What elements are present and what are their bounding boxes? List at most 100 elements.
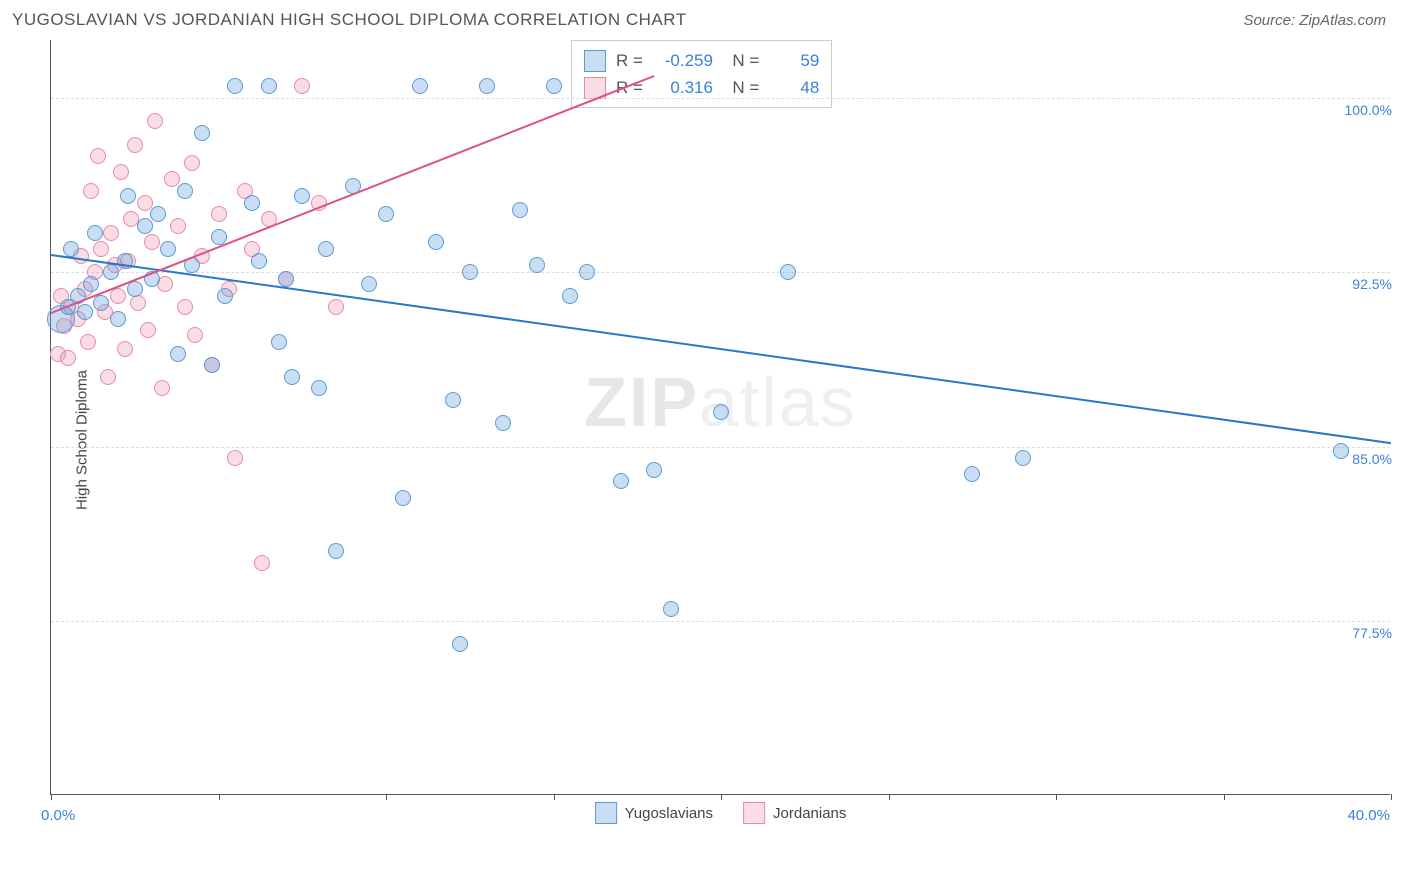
- scatter-point: [194, 125, 210, 141]
- x-tick: [1224, 794, 1225, 800]
- x-tick: [219, 794, 220, 800]
- scatter-point: [90, 148, 106, 164]
- scatter-point: [328, 543, 344, 559]
- y-tick-label: 77.5%: [1352, 625, 1392, 641]
- scatter-point: [780, 264, 796, 280]
- scatter-point: [311, 380, 327, 396]
- scatter-point: [512, 202, 528, 218]
- watermark-light: atlas: [699, 363, 857, 441]
- scatter-point: [110, 311, 126, 327]
- watermark: ZIPatlas: [584, 362, 857, 442]
- chart-title: YUGOSLAVIAN VS JORDANIAN HIGH SCHOOL DIP…: [12, 10, 687, 30]
- scatter-point: [83, 276, 99, 292]
- r-label: R =: [616, 47, 643, 74]
- scatter-point: [1333, 443, 1349, 459]
- scatter-point: [261, 78, 277, 94]
- scatter-point: [328, 299, 344, 315]
- scatter-point: [445, 392, 461, 408]
- scatter-point: [428, 234, 444, 250]
- scatter-point: [120, 188, 136, 204]
- scatter-point: [80, 334, 96, 350]
- chart-source: Source: ZipAtlas.com: [1243, 12, 1386, 29]
- scatter-point: [140, 322, 156, 338]
- scatter-point: [217, 288, 233, 304]
- legend-item-2: Jordanians: [743, 802, 846, 824]
- scatter-point: [227, 78, 243, 94]
- x-tick: [889, 794, 890, 800]
- scatter-point: [964, 466, 980, 482]
- swatch-blue-icon: [584, 50, 606, 72]
- scatter-point: [254, 555, 270, 571]
- scatter-point: [227, 450, 243, 466]
- gridline: [51, 621, 1390, 622]
- scatter-point: [60, 350, 76, 366]
- legend-swatch-blue-icon: [595, 802, 617, 824]
- scatter-point: [170, 218, 186, 234]
- scatter-point: [184, 155, 200, 171]
- scatter-point: [211, 206, 227, 222]
- x-min-label: 0.0%: [41, 807, 75, 824]
- scatter-point: [170, 346, 186, 362]
- scatter-point: [147, 113, 163, 129]
- scatter-point: [294, 188, 310, 204]
- scatter-point: [244, 195, 260, 211]
- scatter-point: [103, 264, 119, 280]
- gridline: [51, 272, 1390, 273]
- scatter-point: [150, 206, 166, 222]
- scatter-point: [117, 341, 133, 357]
- scatter-point: [204, 357, 220, 373]
- scatter-point: [77, 304, 93, 320]
- scatter-point: [271, 334, 287, 350]
- scatter-point: [103, 225, 119, 241]
- scatter-point: [137, 218, 153, 234]
- x-tick: [721, 794, 722, 800]
- scatter-point: [100, 369, 116, 385]
- scatter-point: [83, 183, 99, 199]
- scatter-point: [663, 601, 679, 617]
- scatter-point: [646, 462, 662, 478]
- scatter-point: [495, 415, 511, 431]
- r-value-1: -0.259: [653, 47, 713, 74]
- x-tick: [1056, 794, 1057, 800]
- scatter-point: [462, 264, 478, 280]
- x-tick: [51, 794, 52, 800]
- y-tick-label: 100.0%: [1345, 102, 1392, 118]
- scatter-point: [154, 380, 170, 396]
- scatter-point: [144, 234, 160, 250]
- x-max-label: 40.0%: [1347, 807, 1390, 824]
- scatter-point: [613, 473, 629, 489]
- legend-swatch-pink-icon: [743, 802, 765, 824]
- scatter-point: [284, 369, 300, 385]
- scatter-point: [294, 78, 310, 94]
- scatter-point: [87, 225, 103, 241]
- watermark-bold: ZIP: [584, 363, 699, 441]
- scatter-point: [187, 327, 203, 343]
- scatter-point: [177, 183, 193, 199]
- y-tick-label: 92.5%: [1352, 276, 1392, 292]
- scatter-point: [452, 636, 468, 652]
- x-tick: [386, 794, 387, 800]
- scatter-point: [127, 137, 143, 153]
- scatter-point: [251, 253, 267, 269]
- scatter-point: [562, 288, 578, 304]
- n-label: N =: [723, 47, 759, 74]
- scatter-point: [479, 78, 495, 94]
- scatter-point: [579, 264, 595, 280]
- scatter-point: [177, 299, 193, 315]
- chart-header: YUGOSLAVIAN VS JORDANIAN HIGH SCHOOL DIP…: [0, 0, 1406, 40]
- scatter-point: [93, 241, 109, 257]
- n-value-1: 59: [769, 47, 819, 74]
- scatter-point: [529, 257, 545, 273]
- scatter-point: [164, 171, 180, 187]
- legend-item-1: Yugoslavians: [595, 802, 713, 824]
- scatter-point: [137, 195, 153, 211]
- y-tick-label: 85.0%: [1352, 451, 1392, 467]
- legend-label-2: Jordanians: [773, 805, 846, 822]
- series-legend: Yugoslavians Jordanians: [595, 802, 847, 824]
- scatter-point: [361, 276, 377, 292]
- scatter-point: [395, 490, 411, 506]
- scatter-point: [318, 241, 334, 257]
- scatter-point: [378, 206, 394, 222]
- scatter-point: [412, 78, 428, 94]
- scatter-point: [63, 241, 79, 257]
